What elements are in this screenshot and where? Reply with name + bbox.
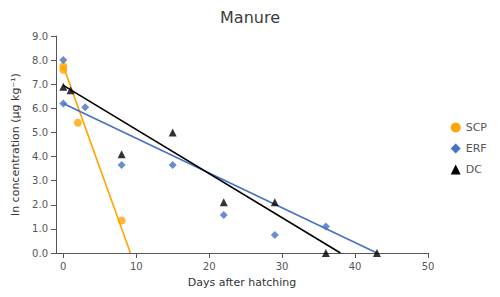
svg-text:ln concentration (μg kg⁻¹): ln concentration (μg kg⁻¹) [9,73,22,216]
svg-text:Days after hatching: Days after hatching [188,276,297,289]
svg-text:SCP: SCP [466,121,488,134]
svg-text:7.0: 7.0 [32,79,48,90]
svg-text:1.0: 1.0 [32,223,48,234]
svg-text:ERF: ERF [466,142,487,155]
svg-text:3.0: 3.0 [32,175,48,186]
svg-text:30: 30 [276,261,289,272]
svg-text:9.0: 9.0 [32,31,48,42]
svg-text:8.0: 8.0 [32,55,48,66]
svg-text:DC: DC [466,163,482,176]
svg-text:0: 0 [60,261,66,272]
svg-text:40: 40 [349,261,362,272]
svg-text:5.0: 5.0 [32,127,48,138]
svg-text:4.0: 4.0 [32,151,48,162]
svg-text:6.0: 6.0 [32,103,48,114]
svg-text:Manure: Manure [220,8,280,27]
svg-text:10: 10 [130,261,143,272]
svg-text:20: 20 [203,261,216,272]
svg-text:2.0: 2.0 [32,199,48,210]
svg-text:0.0: 0.0 [32,248,48,259]
svg-text:50: 50 [422,261,435,272]
